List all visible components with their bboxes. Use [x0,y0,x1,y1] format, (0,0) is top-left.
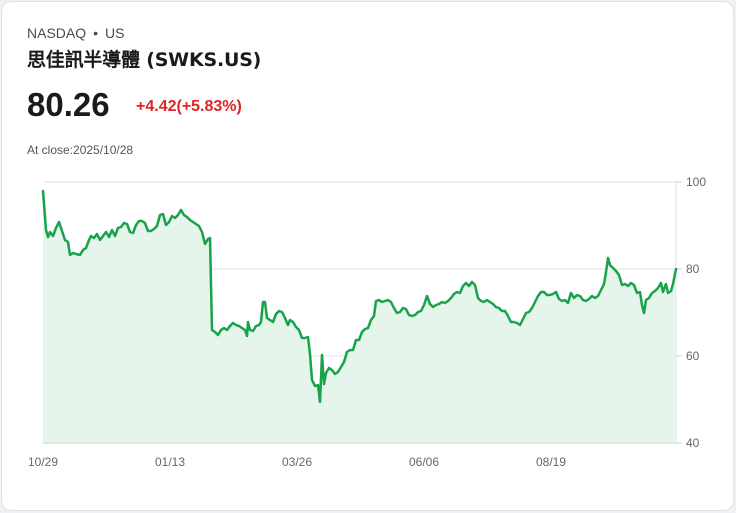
y-tick-100: 100 [686,175,706,189]
x-tick-10-29: 10/29 [28,455,58,469]
x-tick-08-19: 08/19 [536,455,566,469]
exchange-line: NASDAQ • US [27,25,124,41]
price-area-fill [43,191,676,443]
x-tick-01-13: 01/13 [155,455,185,469]
y-tick-60: 60 [686,349,700,363]
x-tick-06-06: 06/06 [409,455,439,469]
current-price: 80.26 [27,86,110,123]
stock-title: 思佳訊半導體 (SWKS.US) [27,49,262,71]
price-change: +4.42(+5.83%) [136,98,242,115]
price-line [41,189,678,404]
market-name: US [105,25,125,41]
x-tick-03-26: 03/26 [282,455,312,469]
exchange-name: NASDAQ [27,25,87,41]
price-chart[interactable]: 100 80 60 40 10/29 01/13 03/26 06/06 08/… [0,170,736,480]
y-tick-40: 40 [686,436,700,450]
y-tick-80: 80 [686,262,700,276]
y-axis-labels: 100 80 60 40 [686,175,706,450]
separator-dot: • [93,25,99,41]
close-info: At close:2025/10/28 [27,143,134,157]
x-axis-labels: 10/29 01/13 03/26 06/06 08/19 [28,455,566,469]
